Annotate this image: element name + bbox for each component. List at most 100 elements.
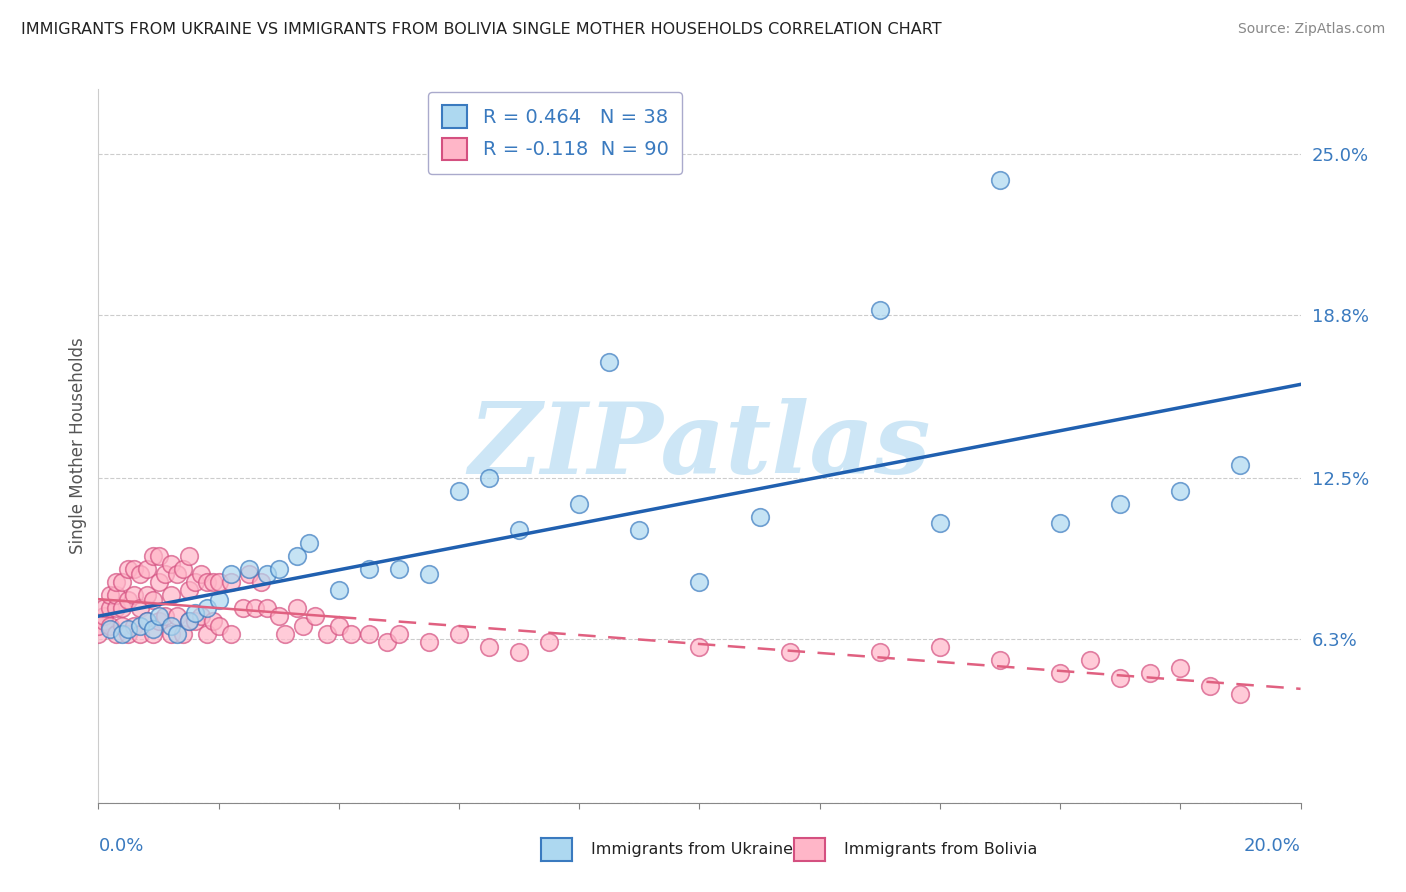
Text: Source: ZipAtlas.com: Source: ZipAtlas.com (1237, 22, 1385, 37)
Point (100, 601, 122, 615)
Point (141, 593, 163, 607)
Point (93, 609, 115, 624)
Point (183, 614, 205, 628)
Point (159, 557, 181, 571)
Point (568, 497, 591, 511)
Point (298, 536, 321, 550)
Point (159, 588, 181, 602)
Point (208, 575, 231, 590)
Point (141, 627, 163, 641)
Point (447, 627, 470, 641)
Point (478, 640, 501, 654)
Point (135, 588, 157, 602)
Point (538, 635, 561, 649)
Point (124, 562, 146, 576)
Point (201, 614, 224, 628)
Point (153, 609, 176, 624)
Point (129, 601, 152, 615)
Point (340, 627, 363, 641)
Point (208, 619, 231, 633)
Point (869, 302, 891, 317)
Point (111, 601, 134, 615)
Point (100, 619, 122, 633)
Point (124, 619, 146, 633)
Point (1139, 666, 1161, 681)
Point (929, 516, 952, 530)
Point (447, 484, 470, 499)
Point (1109, 671, 1132, 685)
Point (195, 601, 218, 615)
Point (135, 614, 157, 628)
Point (148, 614, 170, 628)
Point (219, 567, 242, 582)
Point (117, 627, 139, 641)
Point (243, 601, 266, 615)
Point (508, 524, 530, 538)
Point (111, 619, 134, 633)
Point (1199, 679, 1222, 693)
Point (598, 354, 620, 368)
Point (315, 627, 337, 641)
Point (111, 575, 134, 590)
Point (256, 567, 278, 582)
Point (357, 627, 380, 641)
Point (93, 614, 115, 628)
Point (1229, 458, 1251, 473)
Point (166, 627, 188, 641)
Point (418, 635, 440, 649)
Text: Immigrants from Bolivia: Immigrants from Bolivia (844, 842, 1038, 856)
Point (153, 567, 176, 582)
Point (1109, 497, 1132, 511)
Point (1229, 687, 1251, 701)
Point (195, 575, 218, 590)
Point (100, 622, 122, 636)
Point (929, 640, 952, 654)
Point (267, 562, 290, 576)
Point (274, 627, 297, 641)
Point (219, 627, 242, 641)
Point (172, 562, 194, 576)
Point (285, 549, 308, 564)
Point (304, 609, 326, 624)
Point (117, 622, 139, 636)
Point (779, 645, 801, 659)
Point (166, 609, 188, 624)
Point (232, 601, 254, 615)
Point (285, 601, 308, 615)
Point (124, 588, 146, 602)
Point (177, 614, 200, 628)
Y-axis label: Single Mother Households: Single Mother Households (69, 338, 87, 554)
Point (1049, 516, 1071, 530)
Point (190, 609, 212, 624)
Point (148, 575, 170, 590)
Point (418, 567, 440, 582)
Point (208, 593, 231, 607)
Point (183, 575, 205, 590)
Point (177, 614, 200, 628)
Point (238, 562, 260, 576)
Point (117, 562, 139, 576)
Point (129, 567, 152, 582)
Point (688, 575, 710, 590)
Point (105, 601, 128, 615)
Point (159, 627, 181, 641)
Point (190, 567, 212, 582)
Point (256, 601, 278, 615)
Point (177, 549, 200, 564)
Point (141, 622, 163, 636)
Point (988, 173, 1011, 187)
Point (129, 619, 152, 633)
Point (1170, 661, 1192, 675)
Point (100, 588, 122, 602)
Point (267, 609, 290, 624)
Point (87, 627, 110, 641)
Text: 0.0%: 0.0% (98, 837, 143, 855)
Text: IMMIGRANTS FROM UKRAINE VS IMMIGRANTS FROM BOLIVIA SINGLE MOTHER HOUSEHOLDS CORR: IMMIGRANTS FROM UKRAINE VS IMMIGRANTS FR… (21, 22, 942, 37)
Point (117, 593, 139, 607)
Text: ZIPatlas: ZIPatlas (468, 398, 931, 494)
Legend: R = 0.464   N = 38, R = -0.118  N = 90: R = 0.464 N = 38, R = -0.118 N = 90 (429, 92, 682, 174)
Point (748, 510, 770, 524)
Point (238, 567, 260, 582)
Point (135, 614, 157, 628)
Point (388, 627, 411, 641)
